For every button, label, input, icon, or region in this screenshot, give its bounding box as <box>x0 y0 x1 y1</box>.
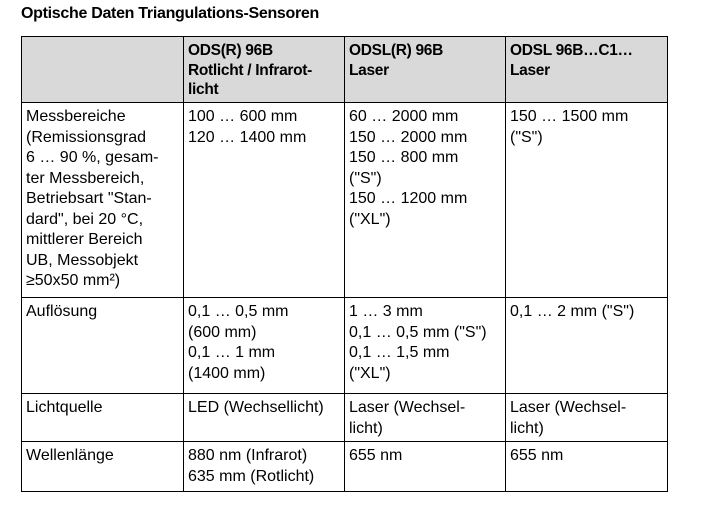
data-cell: Laser (Wechsel-licht) <box>505 393 668 442</box>
cell-line: 150 … 800 mm <box>349 149 459 166</box>
cell-line: 150 … 1200 mm <box>349 190 468 207</box>
data-cell: 100 … 600 mm 120 … 1400 mm <box>183 102 345 298</box>
cell-line: 0,1 … 2 mm ("S") <box>510 303 635 320</box>
table-row: Lichtquelle LED (Wechsellicht) Laser (Wech… <box>21 393 668 442</box>
table-row: Wellenlänge 880 nm (Infrarot) 635 mm (Rotl… <box>21 441 668 492</box>
table-title: Optische Daten Triangulations-Sensoren <box>21 5 319 22</box>
data-cell: 880 nm (Infrarot) 635 mm (Rotlicht) <box>183 441 345 492</box>
cell-line: Auflösung <box>26 303 98 320</box>
cell-line: 880 nm (Infrarot) <box>188 447 308 464</box>
header-cell: ODS(R) 96B Rotlicht / Infrarot-licht <box>183 36 345 103</box>
cell-line: 655 nm <box>349 447 403 464</box>
row-label-cell: Auflösung <box>21 297 184 394</box>
cell-line: ("XL") <box>349 210 391 228</box>
cell-line: ("S") <box>349 169 382 187</box>
cell-line: ODS(R) 96B <box>188 42 273 59</box>
cell-line: Messbereiche <box>26 108 126 125</box>
data-cell: LED (Wechsellicht) <box>183 393 345 442</box>
cell-line: Laser (Wechsel- <box>349 399 466 416</box>
cell-line: ("XL") <box>349 364 391 382</box>
cell-line: ≥50x50 mm²) <box>26 272 121 289</box>
cell-line: ("S") <box>510 128 543 146</box>
cell-line: UB, Messobjekt <box>26 251 139 269</box>
cell-line: (600 mm) <box>188 323 257 341</box>
cell-line: Betriebsart "Stan- <box>26 190 152 207</box>
header-cell: ODSL 96B…C1… Laser <box>505 36 668 103</box>
cell-line: Laser (Wechsel- <box>510 399 627 416</box>
data-cell: 150 … 1500 mm ("S") <box>505 102 668 298</box>
cell-line: 100 … 600 mm <box>188 108 298 125</box>
cell-line: Laser <box>349 61 389 79</box>
cell-line: dard", bei 20 °C, <box>26 210 144 228</box>
cell-line: 6 … 90 %, gesam- <box>26 149 159 166</box>
cell-line: 0,1 … 1,5 mm <box>349 344 450 361</box>
cell-line: Rotlicht / Infrarot- <box>188 61 313 79</box>
cell-line: licht) <box>349 419 383 437</box>
data-cell: 655 nm <box>344 441 506 492</box>
cell-line: mittlerer Bereich <box>26 231 143 248</box>
table-row: Messbereiche (Remissionsgrad 6 … 90 %, ges… <box>21 102 668 298</box>
data-cell: 1 … 3 mm 0,1 … 0,5 mm ("S") 0,1 … 1,5 mm ("… <box>344 297 506 394</box>
data-cell: 655 nm <box>505 441 668 492</box>
cell-line: 1 … 3 mm <box>349 303 423 320</box>
cell-line: LED (Wechsellicht) <box>188 399 324 416</box>
cell-line: 0,1 … 0,5 mm ("S") <box>349 323 487 341</box>
cell-line: ODSL 96B…C1… <box>510 42 633 59</box>
cell-line: licht) <box>510 419 544 437</box>
cell-line: 0,1 … 1 mm <box>188 344 276 361</box>
cell-line: licht <box>188 81 219 98</box>
cell-line: 150 … 1500 mm <box>510 108 629 125</box>
row-label-cell: Wellenlänge <box>21 441 184 492</box>
cell-line: (Remissionsgrad <box>26 128 147 146</box>
cell-line: ter Messbereich, <box>26 169 145 187</box>
header-cell: ODSL(R) 96B Laser <box>344 36 506 103</box>
cell-line: (1400 mm) <box>188 364 266 382</box>
data-cell: Laser (Wechsel-licht) <box>344 393 506 442</box>
cell-line: Wellenlänge <box>26 447 114 464</box>
cell-line: 150 … 2000 mm <box>349 128 468 146</box>
row-label-cell: Lichtquelle <box>21 393 184 442</box>
header-row: ODS(R) 96B Rotlicht / Infrarot-licht ODSL(… <box>21 36 668 103</box>
cell-line: 60 … 2000 mm <box>349 108 459 125</box>
header-cell <box>21 36 184 103</box>
cell-line: Laser <box>510 61 550 79</box>
cell-line: Lichtquelle <box>26 399 103 416</box>
cell-line: ODSL(R) 96B <box>349 42 444 59</box>
table-row: Auflösung 0,1 … 0,5 mm (600 mm) 0,1 … 1 mm (… <box>21 297 668 394</box>
data-table: ODS(R) 96B Rotlicht / Infrarot-licht ODSL(… <box>21 36 668 492</box>
data-cell: 0,1 … 0,5 mm (600 mm) 0,1 … 1 mm (1400 mm) <box>183 297 345 394</box>
cell-line: 0,1 … 0,5 mm <box>188 303 289 320</box>
data-cell: 0,1 … 2 mm ("S") <box>505 297 668 394</box>
cell-line: 120 … 1400 mm <box>188 128 307 146</box>
cell-line: 655 nm <box>510 447 564 464</box>
data-cell: 60 … 2000 mm 150 … 2000 mm 150 … 800 mm ("S… <box>344 102 506 298</box>
cell-line: 635 mm (Rotlicht) <box>188 467 315 485</box>
row-label-cell: Messbereiche (Remissionsgrad 6 … 90 %, ges… <box>21 102 184 298</box>
